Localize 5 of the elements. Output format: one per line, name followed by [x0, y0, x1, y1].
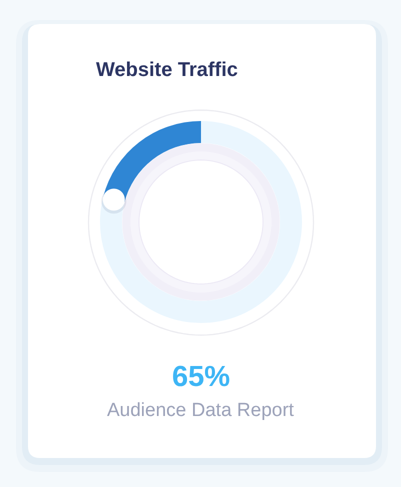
donut-slice: [100, 121, 302, 323]
text: Audience Data Report: [107, 400, 295, 421]
donut-slice: [103, 121, 201, 202]
chart-title: Website Traffic: [96, 59, 238, 81]
text: 65%: [172, 361, 230, 393]
